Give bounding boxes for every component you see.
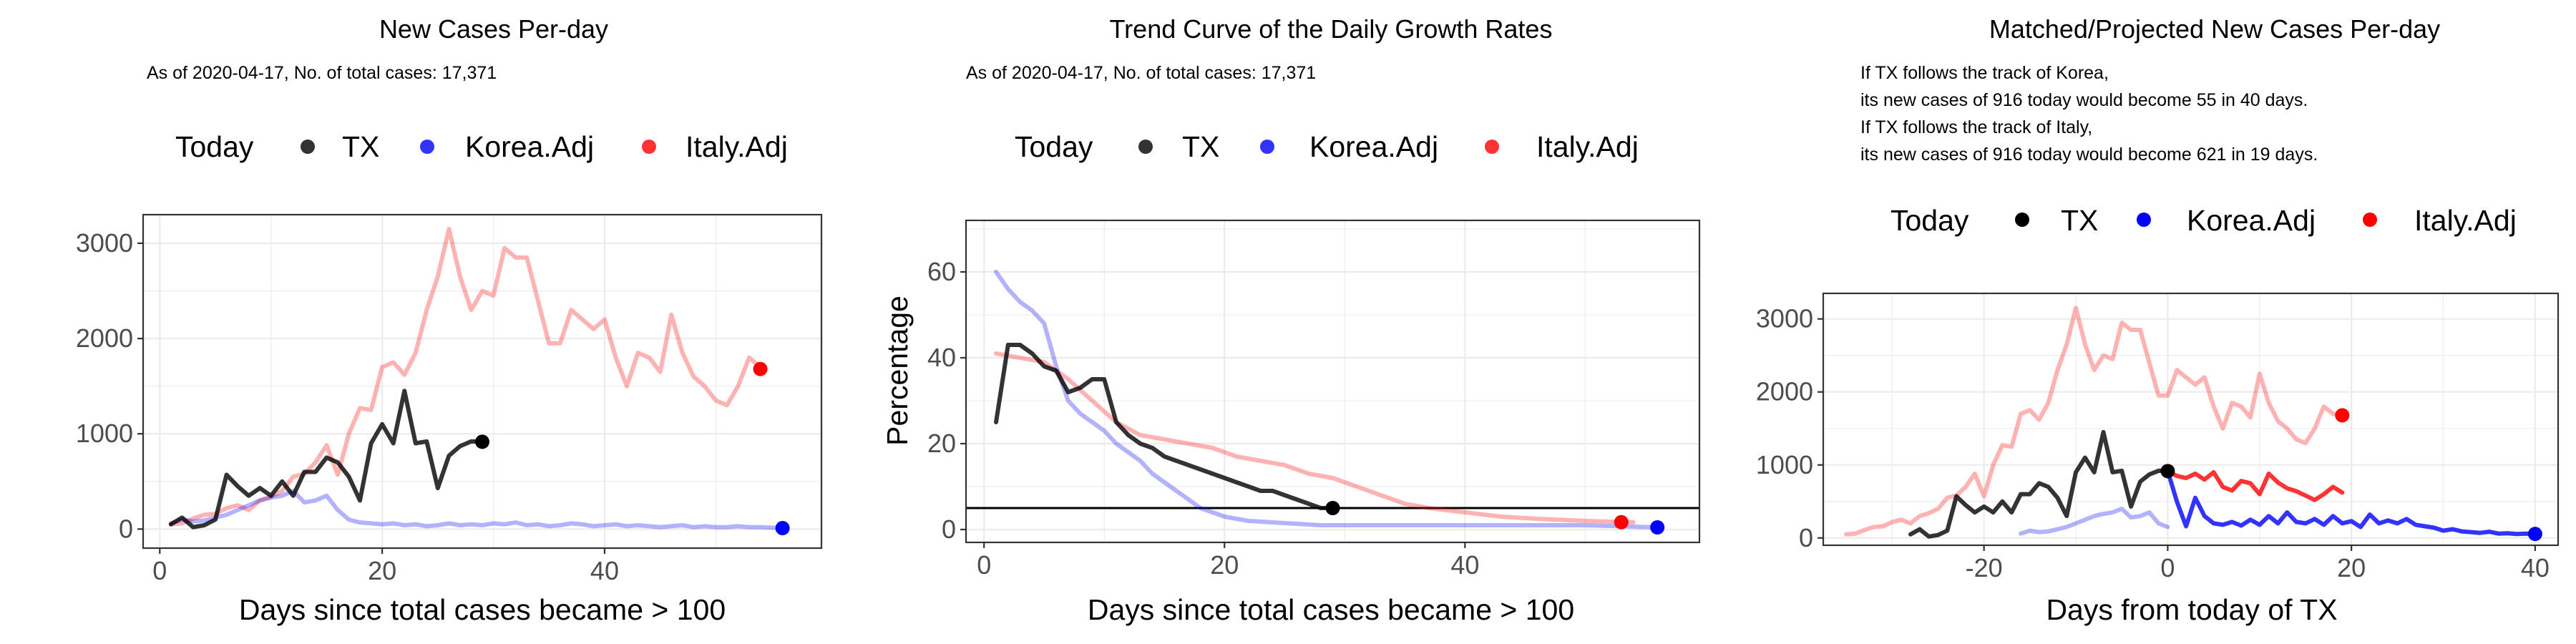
panel-border xyxy=(1822,292,2560,547)
chart-subtitle: As of 2020-04-17, No. of total cases: 17… xyxy=(966,63,1316,83)
panel-border xyxy=(965,219,1701,544)
series-line-korea-adj xyxy=(994,270,1660,530)
legend-key-korea xyxy=(1260,140,1274,154)
today-point xyxy=(753,361,768,376)
legend-label-italy: Italy.Adj xyxy=(1536,130,1639,163)
legend-key-korea xyxy=(2137,213,2151,227)
legend-title: Today xyxy=(175,130,254,163)
legend-key-tx xyxy=(2015,213,2029,227)
legend-label-tx: TX xyxy=(342,130,379,163)
legend-label-korea: Korea.Adj xyxy=(1309,130,1438,163)
y-tick-label: 20 xyxy=(927,429,956,458)
y-tick-label: 60 xyxy=(927,257,956,286)
legend-label-italy: Italy.Adj xyxy=(2414,204,2517,237)
legend: Today TX Korea.Adj Italy.Adj xyxy=(1890,204,2517,237)
today-point xyxy=(1650,520,1665,535)
legend-key-italy xyxy=(642,140,656,154)
legend-key-tx xyxy=(301,140,315,154)
x-tick-label: 0 xyxy=(977,550,991,580)
x-tick-label: 40 xyxy=(2521,553,2550,582)
chart-title: New Cases Per-day xyxy=(379,14,608,44)
series-line-korea-adj xyxy=(168,489,785,530)
legend: Today TX Korea.Adj Italy.Adj xyxy=(175,130,788,163)
series-line-italy-adj-projection xyxy=(2165,469,2345,502)
legend-label-italy: Italy.Adj xyxy=(686,130,788,163)
chart-subtitle: As of 2020-04-17, No. of total cases: 17… xyxy=(147,63,497,83)
x-axis-label: Days since total cases became > 100 xyxy=(239,593,726,626)
series-line-tx xyxy=(1908,429,2170,539)
y-tick-label: 0 xyxy=(1799,523,1813,552)
series-line-korea-adj-history xyxy=(2019,507,2170,536)
plot-area: 0 20 40 0 20 40 60 xyxy=(927,219,1701,580)
y-tick-label: 2000 xyxy=(1756,377,1813,406)
today-point xyxy=(1325,501,1340,515)
today-point xyxy=(2335,408,2350,423)
y-tick-label: 40 xyxy=(927,343,956,372)
today-point xyxy=(475,434,489,449)
panel-border xyxy=(142,213,823,550)
x-axis-label: Days since total cases became > 100 xyxy=(1088,593,1574,626)
note-line: If TX follows the track of Italy, xyxy=(1860,117,2092,137)
series-line-italy-adj xyxy=(994,351,1636,525)
legend-label-korea: Korea.Adj xyxy=(2187,204,2316,237)
x-tick-label: 20 xyxy=(2337,553,2366,582)
x-tick-label: 40 xyxy=(590,556,619,585)
y-tick-label: 3000 xyxy=(1756,304,1813,333)
x-tick-label: -20 xyxy=(1966,553,2003,582)
x-tick-label: 20 xyxy=(1210,550,1239,580)
series-line-tx xyxy=(994,343,1335,510)
y-tick-label: 3000 xyxy=(76,228,133,258)
series-line-korea-adj-projection xyxy=(2165,469,2537,537)
chart-title: Trend Curve of the Daily Growth Rates xyxy=(1110,14,1553,44)
x-axis-label: Days from today of TX xyxy=(2046,593,2337,626)
legend-title: Today xyxy=(1890,204,1969,237)
x-tick-label: 0 xyxy=(152,556,167,585)
projection-notes: If TX follows the track of Korea, its ne… xyxy=(1860,63,2318,165)
note-line: its new cases of 916 today would become … xyxy=(1860,90,2308,110)
legend-label-korea: Korea.Adj xyxy=(465,130,594,163)
y-axis-label: Percentage xyxy=(881,296,914,446)
note-line: If TX follows the track of Korea, xyxy=(1860,63,2109,83)
y-tick-label: 2000 xyxy=(76,323,133,353)
legend-title: Today xyxy=(1015,130,1093,163)
y-tick-label: 0 xyxy=(942,514,956,544)
plot-area: -20 0 20 40 0 1000 2000 3000 xyxy=(1756,292,2560,582)
y-tick-label: 0 xyxy=(119,514,133,543)
note-line: its new cases of 916 today would become … xyxy=(1860,145,2318,165)
series-line-italy-adj-history xyxy=(1844,306,2345,537)
legend-key-tx xyxy=(1138,140,1153,154)
series-line-italy-adj xyxy=(168,227,763,527)
legend: Today TX Korea.Adj Italy.Adj xyxy=(1015,130,1639,163)
series-line-tx xyxy=(168,389,484,530)
today-point xyxy=(2527,527,2542,542)
legend-key-italy xyxy=(1485,140,1499,154)
legend-label-tx: TX xyxy=(2061,204,2098,237)
y-tick-label: 1000 xyxy=(76,419,133,448)
today-point xyxy=(2160,464,2175,479)
chart-title: Matched/Projected New Cases Per-day xyxy=(1989,14,2440,44)
today-point xyxy=(1614,514,1629,530)
x-tick-label: 40 xyxy=(1450,550,1479,580)
y-tick-label: 1000 xyxy=(1756,450,1813,479)
x-tick-label: 0 xyxy=(2160,553,2175,582)
legend-key-italy xyxy=(2363,213,2377,227)
legend-key-korea xyxy=(420,140,434,154)
plot-area: 0 20 40 0 1000 2000 3000 xyxy=(76,213,823,585)
legend-label-tx: TX xyxy=(1182,130,1219,163)
x-tick-label: 20 xyxy=(368,556,396,585)
today-point xyxy=(775,521,790,536)
